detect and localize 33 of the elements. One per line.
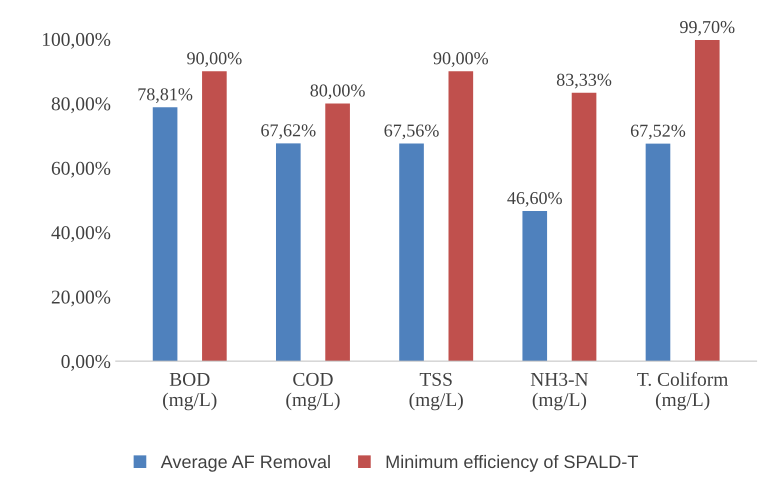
bar	[399, 144, 424, 362]
data-label: 67,56%	[384, 124, 439, 140]
bar	[572, 92, 596, 362]
data-label: 80,00%	[310, 84, 365, 100]
bar	[276, 143, 301, 362]
data-label: 67,62%	[261, 124, 316, 140]
y-tick-label: 0,00%	[61, 354, 110, 371]
data-label: 99,70%	[680, 20, 734, 36]
data-label: 67,52%	[630, 124, 686, 140]
y-tick-label: 60,00%	[52, 162, 110, 178]
data-label: 90,00%	[187, 52, 242, 67]
x-tick-label: NH3-N (mg/L)	[530, 372, 588, 410]
bar	[448, 71, 474, 362]
x-tick-label: TSS (mg/L)	[409, 372, 463, 410]
x-tick-label: COD (mg/L)	[286, 372, 340, 410]
bar	[152, 107, 178, 362]
bar	[522, 211, 548, 362]
bar	[325, 103, 350, 362]
bar	[202, 71, 227, 362]
legend-label: Average AF Removal	[160, 454, 330, 472]
data-label: 46,60%	[507, 192, 562, 207]
bar	[646, 144, 670, 362]
y-tick-label: 40,00%	[51, 226, 110, 242]
data-label: 83,33%	[556, 74, 612, 88]
x-tick-label: T. Coliform (mg/L)	[637, 372, 728, 410]
x-tick-label: BOD (mg/L)	[163, 372, 216, 410]
y-tick-label: 20,00%	[52, 290, 110, 306]
y-tick-label: 80,00%	[52, 97, 110, 114]
data-label: 90,00%	[434, 52, 488, 67]
bar	[694, 40, 720, 362]
legend-label: Minimum efficiency of SPALD-T	[386, 454, 638, 472]
data-label: 78,81%	[138, 88, 192, 103]
y-tick-label: 100,00%	[42, 32, 110, 49]
